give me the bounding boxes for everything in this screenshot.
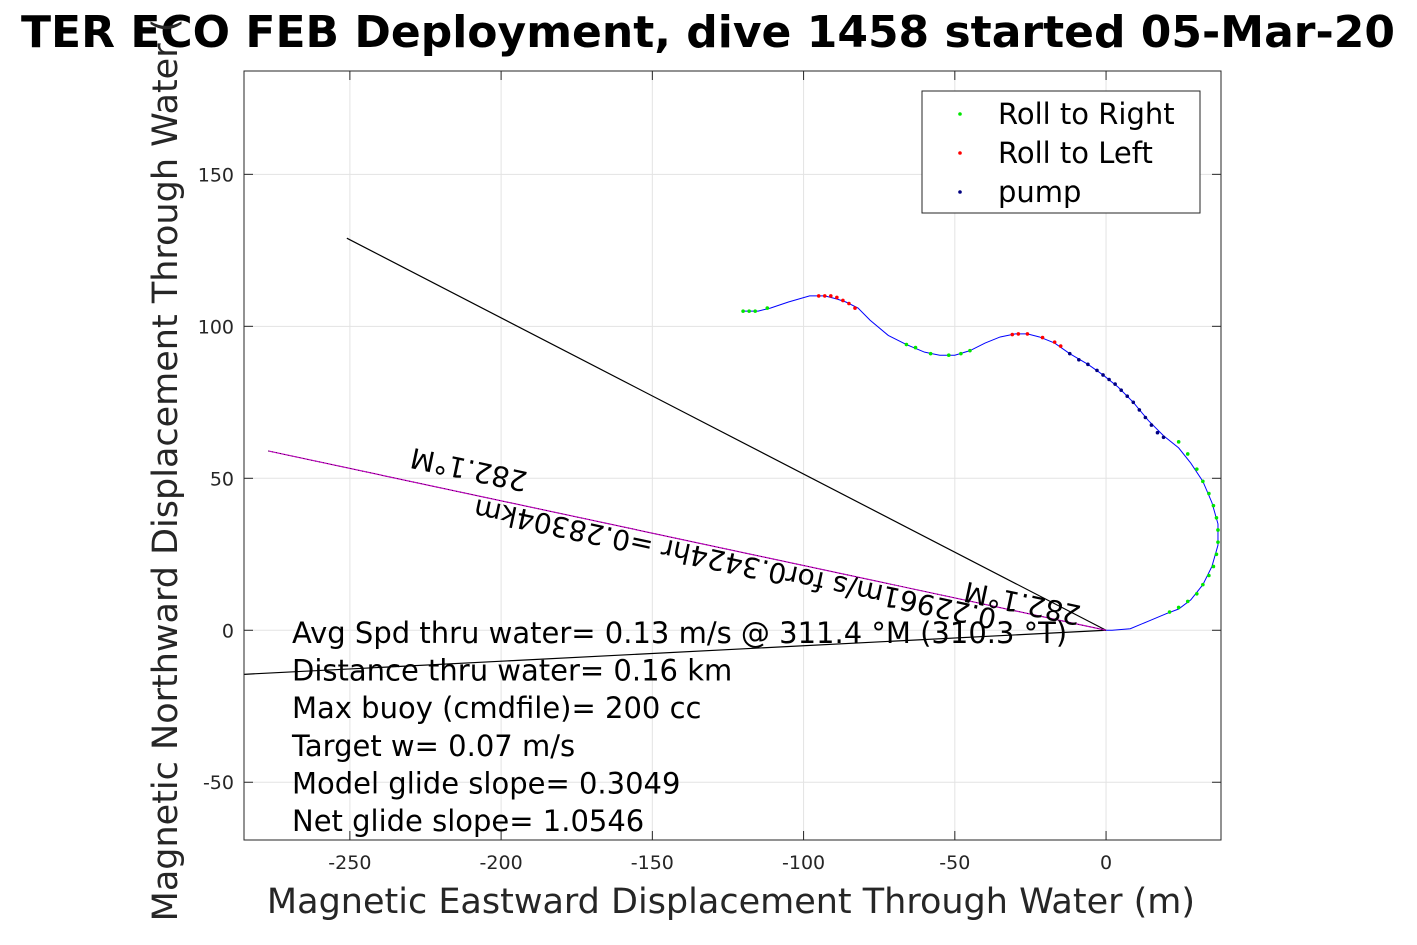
- info-line-1: Distance thru water= 0.16 km: [292, 654, 732, 688]
- y-tick-label-4: 150: [198, 164, 234, 186]
- axis-ticks: -250 -200 -150 -100 -50 0 -50 0 50 100 150: [198, 71, 1221, 874]
- legend-marker-1: [958, 151, 962, 155]
- x-tick-label-3: -100: [782, 852, 825, 874]
- legend-marker-2: [958, 190, 962, 194]
- info-line-3: Target w= 0.07 m/s: [291, 729, 575, 763]
- roll-right-point-11: [1185, 452, 1190, 456]
- y-axis-label: Magnetic Northward Displacement Through …: [146, 19, 186, 922]
- roll-right-point-3: [765, 306, 770, 310]
- roll-right-point-5: [913, 345, 918, 350]
- pump-point-2: [1086, 362, 1090, 367]
- roll-left-point-11: [1052, 340, 1057, 344]
- roll-right-point-26: [1167, 610, 1172, 614]
- roll-left-point-5: [847, 301, 851, 306]
- pump-point-7: [1119, 388, 1123, 392]
- roll-left-point-9: [1025, 332, 1030, 336]
- pump-point-5: [1107, 377, 1111, 382]
- x-tick-label-0: -250: [328, 852, 371, 874]
- roll-left-point-0: [816, 294, 821, 298]
- roll-right-point-0: [741, 309, 745, 313]
- roll-right-point-6: [928, 351, 933, 356]
- x-axis-label: Magnetic Eastward Displacement Through W…: [267, 882, 1195, 922]
- info-line-4: Model glide slope= 0.3049: [292, 766, 680, 800]
- pump-point-0: [1067, 351, 1072, 356]
- pump-point-14: [1161, 435, 1166, 440]
- roll-left-point-10: [1040, 335, 1045, 340]
- chart-title: TER ECO FEB Deployment, dive 1458 starte…: [21, 7, 1395, 58]
- y-tick-label-0: -50: [203, 772, 234, 794]
- pump-point-1: [1077, 357, 1081, 362]
- roll-right-point-15: [1211, 503, 1216, 508]
- roll-right-point-7: [946, 353, 951, 357]
- roll-right-point-2: [753, 309, 757, 313]
- legend-box: [921, 90, 1201, 214]
- roll-left-point-12: [1058, 344, 1063, 348]
- axes-frame: [243, 70, 1222, 841]
- roll-right-point-19: [1214, 552, 1219, 557]
- pump-point-13: [1155, 430, 1160, 435]
- legend-label-1: Roll to Left: [998, 136, 1153, 170]
- roll-right-point-21: [1207, 573, 1211, 578]
- roll-right-point-8: [959, 351, 963, 356]
- y-tick-label-3: 100: [198, 316, 234, 338]
- info-block: Avg Spd thru water= 0.13 m/s @ 311.4 °M …: [291, 616, 1067, 838]
- roll-left-point-7: [1010, 332, 1015, 337]
- roll-right-point-18: [1216, 540, 1220, 544]
- roll-right-point-10: [1176, 440, 1181, 444]
- lower-bearing-line: [243, 629, 1107, 675]
- info-line-0: Avg Spd thru water= 0.13 m/s @ 311.4 °M …: [292, 616, 1067, 650]
- legend-label-0: Roll to Right: [998, 97, 1175, 131]
- pump-point-12: [1149, 423, 1154, 427]
- info-line-5: Net glide slope= 1.0546: [292, 804, 644, 838]
- legend: Roll to Right Roll to Left pump: [921, 90, 1201, 214]
- legend-marker-0: [958, 112, 962, 116]
- dac-line-dots: [268, 450, 1107, 631]
- roll-left-point-8: [1016, 332, 1021, 336]
- roll-right-point-24: [1185, 599, 1190, 604]
- roll-right-point-22: [1201, 582, 1205, 587]
- y-tick-label-2: 50: [210, 468, 234, 490]
- roll-right-point-1: [747, 309, 751, 313]
- x-tick-label-5: 0: [1100, 852, 1112, 874]
- current-heading-line: [346, 237, 1107, 631]
- roll-left-point-3: [835, 295, 839, 300]
- roll-right-point-12: [1195, 467, 1199, 471]
- roll-right-point-14: [1207, 491, 1211, 496]
- roll-right-point-13: [1201, 479, 1205, 484]
- pump-point-9: [1131, 400, 1136, 405]
- x-tick-label-1: -200: [480, 852, 523, 874]
- pump-point-4: [1101, 373, 1105, 377]
- pump-point-3: [1095, 368, 1099, 373]
- roll-left-point-6: [853, 306, 857, 310]
- roll-left-point-4: [841, 298, 845, 303]
- roll-right-point-4: [904, 342, 909, 347]
- pump-point-10: [1137, 408, 1142, 412]
- y-tick-label-1: 0: [222, 620, 234, 642]
- info-line-2: Max buoy (cmdfile)= 200 cc: [292, 691, 701, 725]
- roll-right-point-17: [1216, 528, 1220, 532]
- legend-label-2: pump: [998, 175, 1081, 209]
- pump-point-6: [1113, 382, 1117, 386]
- roll-right-point-16: [1214, 516, 1219, 520]
- roll-left-point-2: [829, 294, 833, 298]
- roll-left-point-1: [822, 294, 827, 298]
- roll-right-point-20: [1211, 564, 1216, 569]
- x-tick-label-2: -150: [631, 852, 674, 874]
- roll-right-point-23: [1195, 591, 1199, 596]
- x-tick-label-4: -50: [939, 852, 970, 874]
- pump-point-8: [1125, 394, 1130, 399]
- roll-right-point-25: [1176, 605, 1181, 610]
- roll-right-point-9: [968, 348, 972, 353]
- pump-point-11: [1143, 415, 1148, 420]
